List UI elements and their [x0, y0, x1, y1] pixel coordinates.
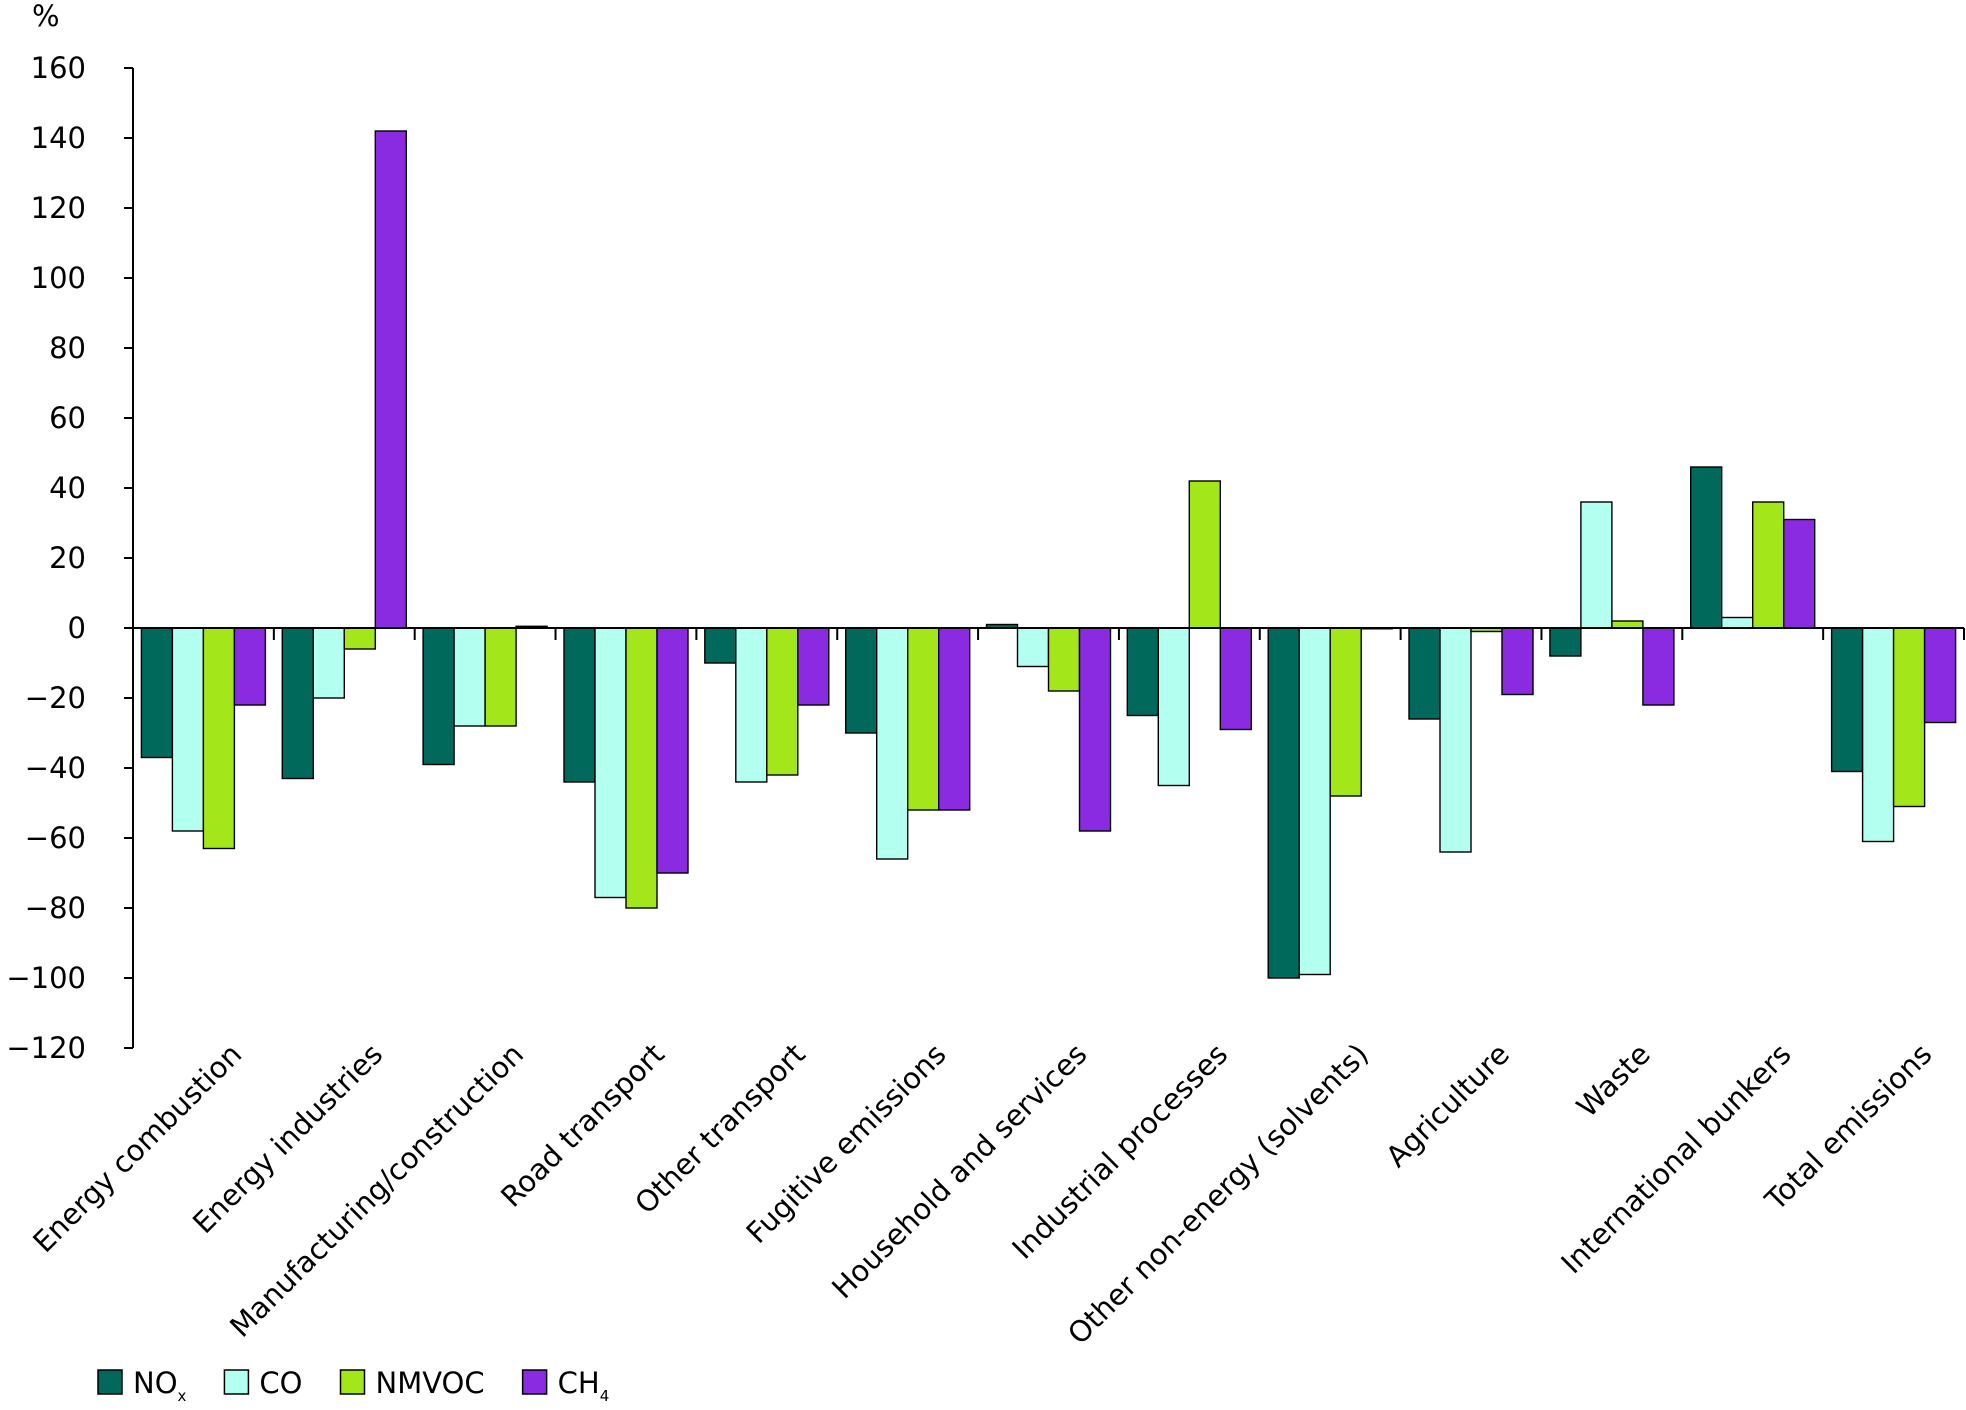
bar-co-7 [1016, 627, 1050, 668]
bar-ch4-6 [938, 627, 971, 811]
legend-subscript: x [178, 1387, 187, 1405]
legend: NOx CO NMVOC CH4 [97, 1366, 610, 1405]
bar-ch4-13 [1923, 627, 1957, 724]
legend-label-co: CO [259, 1366, 302, 1400]
bar-co-13 [1861, 627, 1895, 843]
bar-nmvoc-8 [1188, 480, 1222, 629]
category-label: Other non-energy (solvents) [1061, 1037, 1375, 1351]
y-tick-label: −80 [25, 891, 86, 925]
legend-swatch-ch4 [521, 1369, 548, 1395]
bar-nmvoc-6 [907, 627, 940, 811]
bar-nmvoc-12 [1751, 501, 1785, 629]
bar-ch4-1 [233, 627, 267, 706]
bars-layer [140, 130, 1957, 979]
bar-co-12 [1720, 616, 1754, 629]
bar-nox-12 [1689, 466, 1723, 629]
legend-subscript: 4 [600, 1387, 610, 1405]
bar-nox-6 [845, 627, 878, 734]
bar-co-3 [453, 627, 486, 727]
y-tick-label: 120 [31, 191, 86, 225]
bar-ch4-8 [1219, 627, 1253, 731]
y-tick-label: 160 [31, 51, 86, 85]
bar-co-6 [876, 627, 909, 860]
bar-nox-3 [422, 627, 455, 766]
y-tick-label: 20 [49, 541, 86, 575]
bar-nmvoc-1 [202, 627, 236, 850]
bar-ch4-11 [1642, 627, 1675, 706]
bar-nox-13 [1830, 627, 1864, 773]
category-label: Manufacturing/construction [223, 1037, 530, 1344]
bar-nox-10 [1408, 627, 1441, 720]
bar-co-2 [312, 627, 345, 699]
bar-co-1 [171, 627, 205, 832]
bar-nox-2 [281, 627, 314, 780]
y-tick-label: −120 [6, 1031, 86, 1065]
legend-main-text: NO [133, 1366, 178, 1400]
bar-ch4-2 [374, 130, 407, 629]
category-label: Agriculture [1379, 1037, 1516, 1174]
legend-label-nox: NOx [133, 1366, 187, 1405]
legend-swatch-nmvoc [339, 1369, 366, 1395]
legend-label-ch4: CH4 [558, 1366, 610, 1405]
y-tick-label: 40 [49, 471, 86, 505]
bar-nox-9 [1267, 627, 1300, 979]
category-label: Household and services [825, 1037, 1093, 1305]
bar-nmvoc-11 [1611, 620, 1644, 629]
y-tick-label: 80 [49, 331, 86, 365]
y-axis-unit-label: % [32, 0, 60, 33]
y-tick-label: 140 [31, 121, 86, 155]
bar-nox-4 [563, 627, 596, 783]
legend-label-nmvoc: NMVOC [376, 1366, 485, 1400]
bar-ch4-12 [1782, 518, 1816, 629]
bar-nox-8 [1126, 627, 1160, 717]
y-tick-label: 0 [68, 611, 86, 645]
bar-nox-1 [140, 627, 174, 759]
y-tick-label: −60 [25, 821, 86, 855]
bar-nox-11 [1549, 627, 1582, 657]
legend-main-text: CO [259, 1366, 302, 1400]
legend-main-text: CH [558, 1366, 600, 1400]
category-label: Waste [1570, 1037, 1657, 1124]
bar-co-4 [594, 627, 627, 899]
y-tick-label: −40 [25, 751, 86, 785]
bar-nmvoc-13 [1892, 627, 1926, 808]
y-tick-label: 60 [49, 401, 86, 435]
legend-swatch-nox [97, 1369, 123, 1395]
bar-co-10 [1439, 627, 1472, 853]
legend-swatch-co [223, 1369, 250, 1395]
bar-co-9 [1298, 627, 1331, 976]
bar-nmvoc-3 [484, 627, 517, 727]
bar-nmvoc-4 [625, 627, 658, 909]
bar-nox-5 [704, 627, 737, 664]
y-tick-label: −20 [25, 681, 86, 715]
bar-nmvoc-5 [766, 627, 799, 776]
bar-ch4-7 [1078, 627, 1112, 832]
category-label: International bunkers [1554, 1037, 1797, 1280]
bar-co-8 [1157, 627, 1191, 787]
bar-nmvoc-2 [343, 627, 376, 650]
y-tick-label: −100 [6, 961, 86, 995]
legend-main-text: NMVOC [376, 1366, 485, 1400]
bar-co-11 [1580, 501, 1613, 629]
bar-ch4-10 [1501, 627, 1534, 696]
bar-ch4-4 [656, 627, 689, 874]
bar-nmvoc-7 [1047, 627, 1081, 692]
bar-nmvoc-9 [1329, 627, 1362, 797]
bar-co-5 [735, 627, 768, 783]
bar-ch4-5 [797, 627, 830, 706]
y-tick-label: 100 [31, 261, 86, 295]
